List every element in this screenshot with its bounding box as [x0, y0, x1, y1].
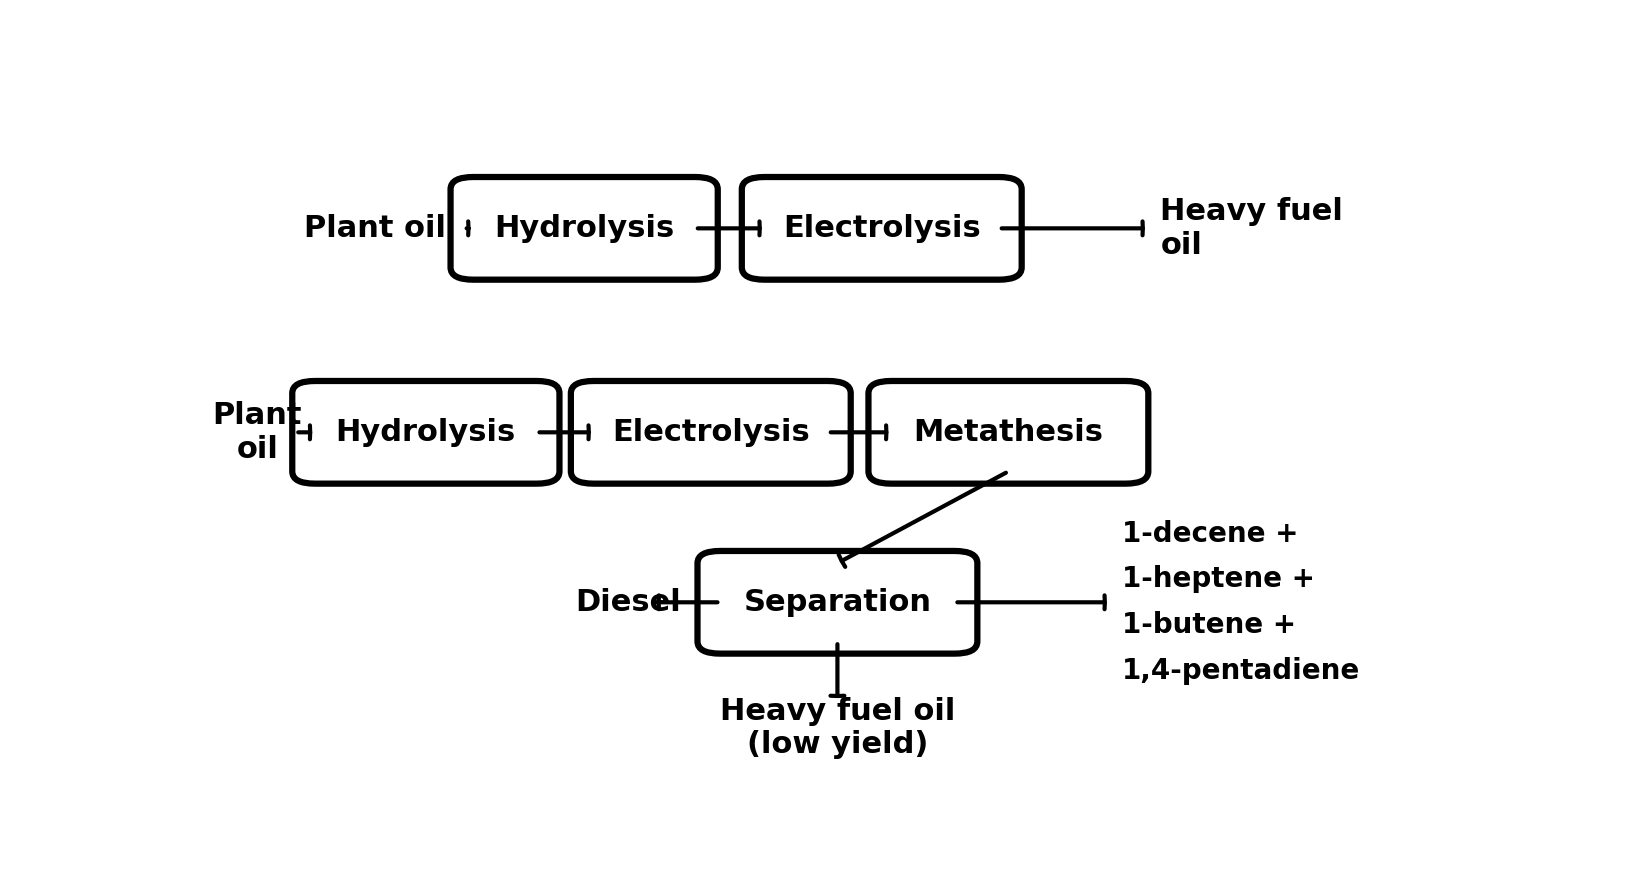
- Text: Electrolysis: Electrolysis: [783, 214, 980, 243]
- FancyBboxPatch shape: [698, 551, 977, 653]
- Text: Diesel: Diesel: [575, 588, 681, 617]
- Text: Hydrolysis: Hydrolysis: [335, 418, 516, 447]
- FancyBboxPatch shape: [451, 177, 717, 280]
- Text: Plant
oil: Plant oil: [212, 401, 302, 464]
- Text: Plant oil: Plant oil: [304, 214, 446, 243]
- FancyBboxPatch shape: [292, 381, 559, 484]
- Text: Heavy fuel
oil: Heavy fuel oil: [1160, 197, 1343, 260]
- FancyBboxPatch shape: [570, 381, 851, 484]
- Text: Separation: Separation: [743, 588, 931, 617]
- Text: Metathesis: Metathesis: [913, 418, 1103, 447]
- Text: Electrolysis: Electrolysis: [611, 418, 810, 447]
- FancyBboxPatch shape: [742, 177, 1021, 280]
- Text: 1-decene +
1-heptene +
1-butene +
1,4-pentadiene: 1-decene + 1-heptene + 1-butene + 1,4-pe…: [1123, 520, 1361, 684]
- Text: Hydrolysis: Hydrolysis: [493, 214, 675, 243]
- Text: Heavy fuel oil
(low yield): Heavy fuel oil (low yield): [719, 697, 956, 759]
- FancyBboxPatch shape: [868, 381, 1149, 484]
